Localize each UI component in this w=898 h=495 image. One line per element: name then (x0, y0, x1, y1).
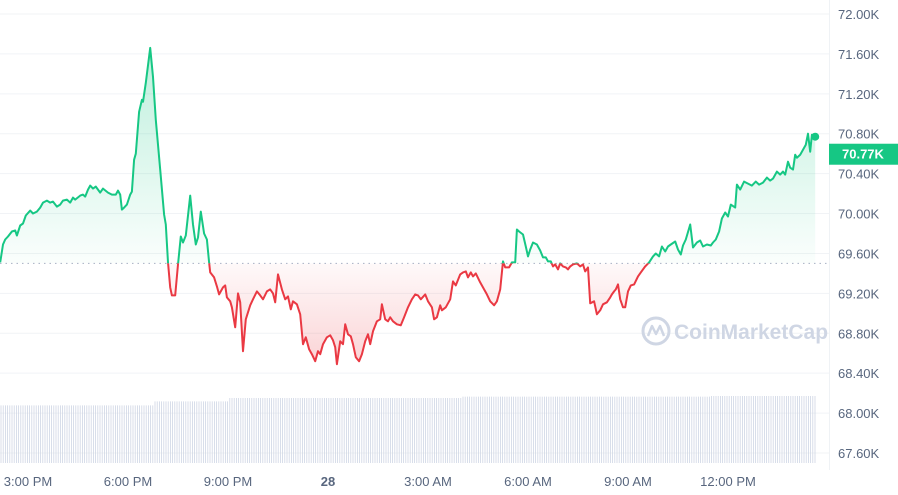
watermark: CoinMarketCap (641, 316, 828, 346)
y-tick-label: 71.20K (838, 87, 880, 102)
x-tick-label: 9:00 PM (204, 474, 252, 489)
last-price-label: 70.77K (842, 147, 885, 162)
price-points (811, 132, 820, 141)
watermark-text: CoinMarketCap (674, 321, 828, 344)
last-price-badge: 70.77K (829, 143, 898, 165)
x-tick-label: 28 (321, 474, 335, 489)
x-axis: 3:00 PM 6:00 PM 9:00 PM 28 3:00 AM 6:00 AM 9:0… (4, 474, 756, 489)
area-above-reference (0, 47, 816, 264)
price-line-up (0, 46, 816, 264)
y-tick-label: 69.60K (838, 246, 880, 261)
y-tick-label: 70.00K (838, 207, 880, 222)
y-tick-label: 70.80K (838, 127, 880, 142)
x-tick-label: 3:00 PM (4, 474, 52, 489)
x-tick-label: 6:00 AM (504, 474, 552, 489)
price-areas (0, 47, 816, 365)
x-tick-label: 9:00 AM (604, 474, 652, 489)
y-tick-label: 68.80K (838, 326, 880, 341)
y-tick-label: 69.20K (838, 286, 880, 301)
y-tick-label: 67.60K (838, 446, 880, 461)
price-line (0, 46, 816, 366)
x-tick-label: 6:00 PM (104, 474, 152, 489)
y-tick-label: 72.00K (838, 7, 880, 22)
volume-bars (0, 396, 816, 463)
y-tick-label: 68.40K (838, 366, 880, 381)
y-axis: 72.00K 71.60K 71.20K 70.80K 70.40K 70.00K 69.6… (838, 7, 880, 461)
last-price-dot (811, 132, 820, 141)
area-below-reference (0, 263, 816, 365)
x-tick-label: 3:00 AM (404, 474, 452, 489)
price-line-down (167, 263, 650, 366)
y-tick-label: 71.60K (838, 47, 880, 62)
x-tick-label: 12:00 PM (700, 474, 756, 489)
y-tick-label: 68.00K (838, 406, 880, 421)
coinmarketcap-logo-icon (641, 316, 671, 346)
y-tick-label: 70.40K (838, 167, 880, 182)
